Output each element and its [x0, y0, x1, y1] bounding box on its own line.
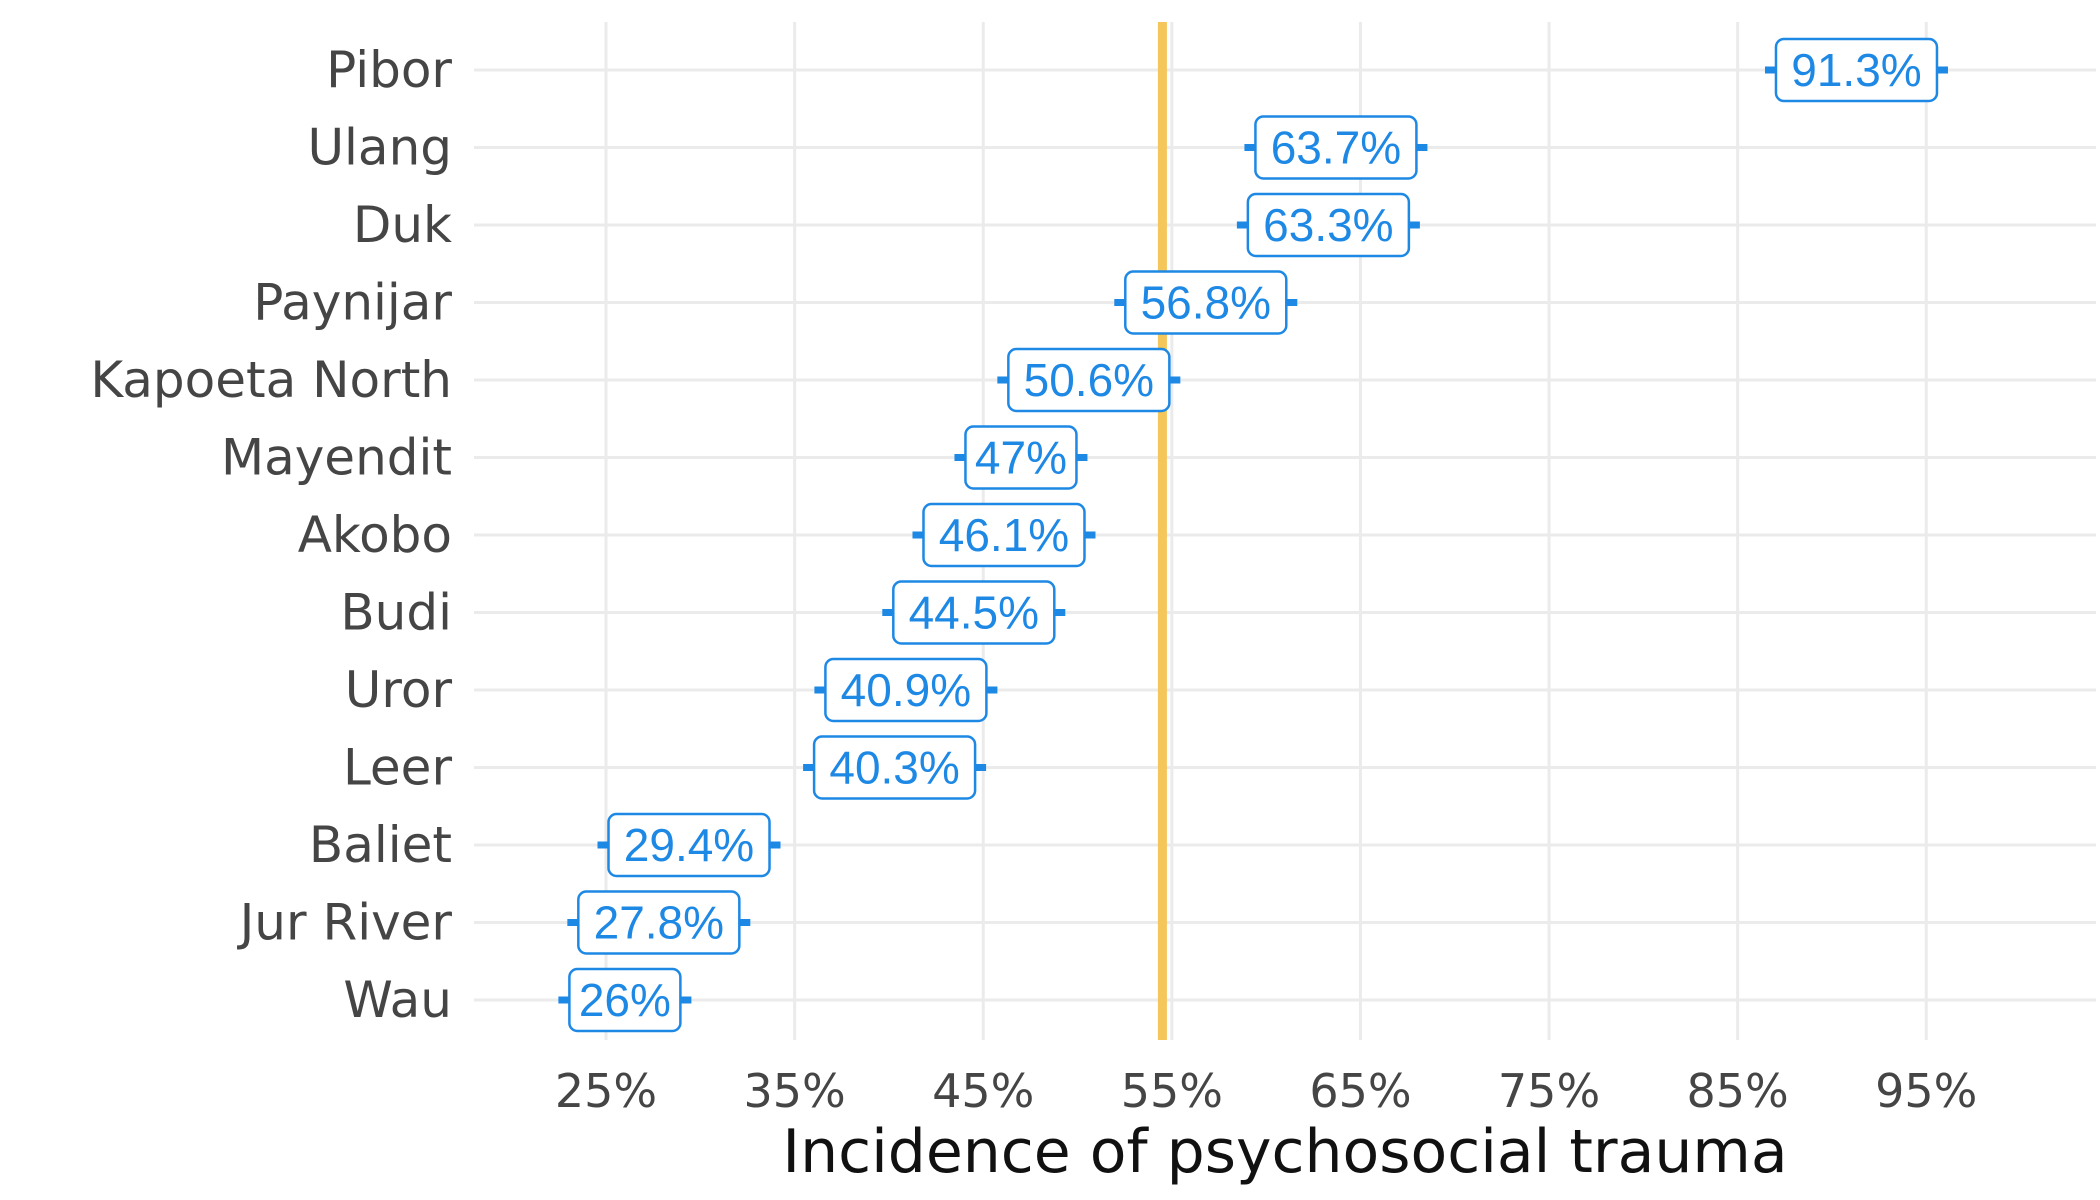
data-label-box — [964, 425, 1078, 490]
data-point: 26% — [558, 967, 692, 1033]
data-label-box — [812, 735, 977, 800]
x-tick-label: 45% — [932, 1064, 1034, 1118]
category-label: Kapoeta North — [90, 351, 452, 409]
category-label: Baliet — [309, 816, 452, 874]
data-label: 56.8% — [1141, 277, 1271, 329]
data-point: 47% — [954, 425, 1088, 490]
category-label: Pibor — [326, 41, 452, 99]
data-label: 91.3% — [1791, 44, 1921, 96]
data-label-box — [922, 502, 1086, 568]
data-point: 27.8% — [567, 890, 751, 955]
category-label: Jur River — [237, 894, 453, 952]
x-tick-label: 25% — [555, 1064, 657, 1118]
data-label: 40.9% — [841, 664, 971, 716]
data-point: 40.3% — [803, 735, 987, 800]
x-tick-label: 75% — [1498, 1064, 1600, 1118]
data-point: 50.6% — [997, 347, 1181, 413]
data-label: 26% — [579, 974, 671, 1026]
data-label-box — [568, 967, 682, 1033]
category-label: Ulang — [307, 119, 452, 177]
category-label: Budi — [340, 584, 452, 642]
category-label: Leer — [343, 739, 453, 797]
data-label-box — [607, 812, 771, 878]
x-axis-title: Incidence of psychosocial trauma — [782, 1117, 1787, 1187]
data-point: 46.1% — [912, 502, 1096, 568]
data-point: 40.9% — [814, 657, 998, 723]
data-label: 50.6% — [1024, 354, 1154, 406]
data-point: 63.7% — [1244, 115, 1428, 180]
data-point: 56.8% — [1114, 270, 1298, 335]
data-point: 44.5% — [882, 580, 1066, 645]
category-label: Mayendit — [221, 429, 452, 487]
data-label-box — [1124, 270, 1288, 335]
data-label-box — [577, 890, 741, 955]
category-labels: Pibor Ulang Duk Paynijar Kapoeta North Mayend… — [90, 41, 452, 1029]
data-label: 27.8% — [594, 897, 724, 949]
category-label: Paynijar — [253, 274, 452, 332]
category-label: Uror — [345, 661, 453, 719]
data-label: 63.3% — [1263, 199, 1393, 251]
x-tick-labels: 25% 35% 45% 55% 65% 75% 85% 95% — [555, 1064, 1977, 1118]
data-label: 47% — [975, 432, 1067, 484]
data-marks: 91.3% 63.7% 63.3% 56.8% 50.6% 47% 46.1% 44.5% 40… — [558, 37, 1948, 1033]
data-label: 29.4% — [624, 819, 754, 871]
data-point: 29.4% — [597, 812, 781, 878]
data-label-box — [1254, 115, 1418, 180]
data-point: 91.3% — [1764, 37, 1948, 103]
data-label-box — [1774, 37, 1939, 103]
data-label-box — [1007, 347, 1171, 413]
x-tick-label: 55% — [1121, 1064, 1223, 1118]
x-tick-label: 85% — [1687, 1064, 1789, 1118]
x-tick-label: 35% — [744, 1064, 846, 1118]
category-label: Akobo — [298, 506, 452, 564]
data-label: 63.7% — [1271, 122, 1401, 174]
data-label: 40.3% — [829, 742, 959, 794]
data-label-box — [1246, 192, 1411, 258]
category-label: Wau — [343, 971, 452, 1029]
data-label-box — [824, 657, 988, 723]
data-point: 63.3% — [1236, 192, 1420, 258]
data-label: 44.5% — [909, 587, 1039, 639]
x-tick-label: 65% — [1309, 1064, 1411, 1118]
category-label: Duk — [353, 196, 452, 254]
data-label: 46.1% — [939, 509, 1069, 561]
x-tick-label: 95% — [1875, 1064, 1977, 1118]
data-label-box — [892, 580, 1056, 645]
